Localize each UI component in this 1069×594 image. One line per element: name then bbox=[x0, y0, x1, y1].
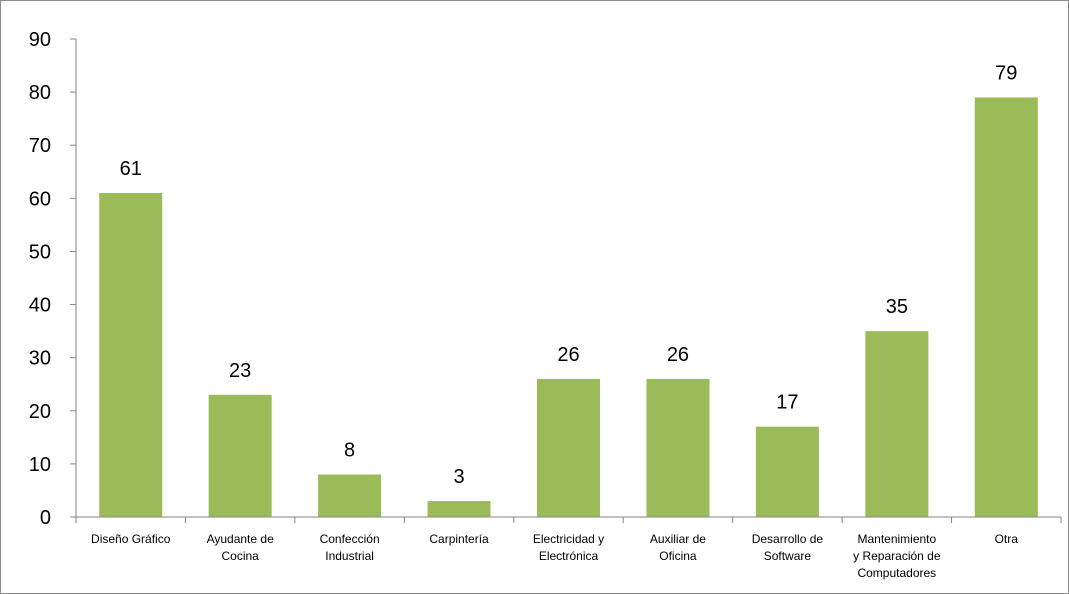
y-tick-label: 20 bbox=[29, 401, 51, 423]
bar-value-label: 79 bbox=[995, 62, 1017, 84]
x-category-label: Carpintería bbox=[429, 532, 489, 546]
bar bbox=[537, 378, 600, 517]
y-tick-label: 30 bbox=[29, 348, 51, 370]
x-category-label: Electricidad y bbox=[533, 532, 604, 546]
data-labels: 61 23 8 3 26 26 17 35 79 bbox=[120, 62, 1018, 488]
bar-value-label: 17 bbox=[776, 392, 798, 414]
y-tick-label: 0 bbox=[40, 507, 51, 529]
x-category-label: Software bbox=[764, 549, 812, 563]
y-tick-label: 60 bbox=[29, 188, 51, 210]
bar bbox=[208, 394, 272, 517]
bars bbox=[99, 97, 1038, 517]
y-tick-label: 90 bbox=[29, 29, 51, 51]
x-category-label: Desarrollo de bbox=[752, 532, 824, 546]
bar-value-label: 3 bbox=[453, 466, 464, 488]
x-category-label: Diseño Gráfico bbox=[91, 532, 171, 546]
x-category-label: Computadores bbox=[857, 566, 936, 580]
y-tick-label: 70 bbox=[29, 135, 51, 157]
y-tick-label: 10 bbox=[29, 454, 51, 476]
y-axis: 0 10 20 30 40 50 60 70 80 90 bbox=[29, 29, 77, 529]
x-category-label: Electrónica bbox=[539, 549, 599, 563]
bar-value-label: 23 bbox=[229, 360, 251, 382]
bar-value-label: 35 bbox=[886, 296, 908, 318]
bar bbox=[755, 426, 819, 517]
x-category-label: Ayudante de bbox=[207, 532, 274, 546]
x-category-label: Cocina bbox=[221, 549, 259, 563]
bar-value-label: 61 bbox=[120, 158, 142, 180]
x-category-label: Mantenimiento bbox=[857, 532, 936, 546]
x-category-label: Otra bbox=[995, 532, 1019, 546]
x-category-label: Confección bbox=[320, 532, 380, 546]
bar bbox=[99, 193, 163, 517]
x-category-label: Auxiliar de bbox=[650, 532, 706, 546]
y-tick-label: 50 bbox=[29, 241, 51, 263]
y-tick-label: 40 bbox=[29, 295, 51, 317]
bar bbox=[974, 97, 1038, 517]
bar bbox=[427, 501, 491, 517]
x-axis: Diseño Gráfico Ayudante de Cocina Confecció… bbox=[75, 516, 1062, 580]
y-tick-label: 80 bbox=[29, 82, 51, 104]
bar-value-label: 8 bbox=[344, 440, 355, 462]
bar bbox=[318, 474, 382, 517]
x-category-label: Industrial bbox=[325, 549, 374, 563]
x-category-label: Oficina bbox=[659, 549, 697, 563]
x-category-label: y Reparación de bbox=[853, 549, 941, 563]
bar bbox=[646, 378, 710, 517]
bar bbox=[865, 331, 929, 517]
bar-value-label: 26 bbox=[667, 344, 689, 366]
bar-value-label: 26 bbox=[557, 344, 579, 366]
